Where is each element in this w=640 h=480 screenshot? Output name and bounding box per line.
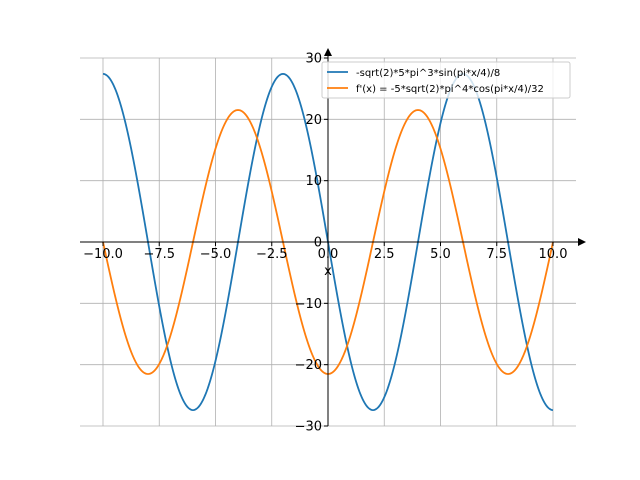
x-tick-label: −2.5 <box>256 247 288 262</box>
x-axis-arrow <box>578 238 586 246</box>
x-tick-label: 0.0 <box>318 247 339 262</box>
y-tick-label: −30 <box>295 420 322 435</box>
x-tick-label: 7.5 <box>486 247 507 262</box>
legend: -sqrt(2)*5*pi^3*sin(pi*x/4)/8 f'(x) = -5… <box>321 61 571 99</box>
legend-label-series-2: f'(x) = -5*sqrt(2)*pi^4*cos(pi*x/4)/32 <box>356 84 544 95</box>
y-tick-label: 0 <box>314 236 322 251</box>
y-tick-label: 10 <box>305 174 322 189</box>
ticks: −10.0 −7.5 −5.0 −2.5 0.0 2.5 5.0 7.5 10.0 −30 −20 −… <box>83 52 567 435</box>
y-tick-label: −10 <box>295 297 322 312</box>
y-axis-arrow <box>324 48 332 56</box>
legend-frame <box>321 61 571 99</box>
x-tick-label: −7.5 <box>143 247 175 262</box>
x-tick-label: 10.0 <box>539 247 568 262</box>
x-tick-label: 5.0 <box>430 247 451 262</box>
legend-label-series-1: -sqrt(2)*5*pi^3*sin(pi*x/4)/8 <box>356 68 500 79</box>
x-axis-label: x <box>324 264 332 279</box>
y-tick-label: −20 <box>295 358 322 373</box>
y-tick-label: 20 <box>305 113 322 128</box>
y-tick-label: 30 <box>305 52 322 67</box>
x-tick-label: −5.0 <box>200 247 232 262</box>
x-tick-label: −10.0 <box>83 247 123 262</box>
x-tick-label: 2.5 <box>374 247 395 262</box>
